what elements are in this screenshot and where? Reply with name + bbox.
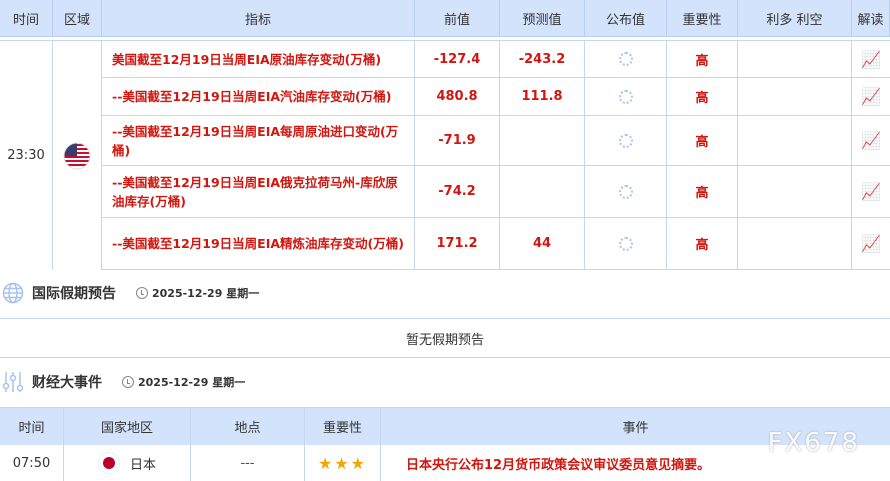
forecast-value [500,116,585,165]
chart-icon: 📈 [861,182,881,201]
forecast-value [500,166,585,217]
event-stars: ★ ★ ★ [305,445,381,481]
table-row[interactable]: --美国截至12月19日当周EIA精炼油库存变动(万桶) 171.2 44 高 … [102,218,890,270]
col-region: 区域 [53,0,102,36]
impact [738,218,852,269]
indicator-name[interactable]: --美国截至12月19日当周EIA俄克拉荷马州-库欣原油库存(万桶) [102,166,415,217]
forecast-value: 44 [500,218,585,269]
indicator-table-body: 23:30 美国截至12月19日当周EIA原油库存变动(万桶) -127.4 -… [0,40,890,270]
chart-icon: 📈 [861,87,881,106]
event-country-name: 日本 [129,457,156,473]
actual-value [585,218,667,269]
star-icon: ★ [350,453,368,473]
importance: 高 [667,218,738,269]
actual-value [585,116,667,165]
col-prev: 前值 [415,0,500,36]
col-importance: 重要性 [667,0,738,36]
table-row[interactable]: --美国截至12月19日当周EIA汽油库存变动(万桶) 480.8 111.8 … [102,78,890,116]
event-row: 07:50 日本 --- ★ ★ ★ 日本央行公布12月货币政策会议审议委员意见摘要… [0,445,890,481]
importance: 高 [667,166,738,217]
table-row[interactable]: --美国截至12月19日当周EIA每周原油进口变动(万桶) -71.9 高 📈 [102,116,890,166]
impact [738,78,852,115]
col-indicator: 指标 [102,0,415,36]
region-cell [53,41,102,270]
chart-icon: 📈 [861,234,881,253]
clock-icon [136,287,148,299]
watermark: FX678 [767,428,860,458]
col-forecast: 预测值 [500,0,585,36]
event-time: 07:50 [0,445,64,481]
holiday-date: 2025-12-29 星期一 [152,287,260,300]
analysis-button[interactable]: 📈 [852,78,890,115]
globe-icon [2,282,24,304]
col-analysis: 解读 [852,0,890,36]
loading-icon [618,184,633,199]
loading-icon [618,52,633,66]
indicator-name[interactable]: 美国截至12月19日当周EIA原油库存变动(万桶) [102,41,415,77]
forecast-value: -243.2 [500,41,585,77]
col-place: 地点 [191,408,305,445]
analysis-button[interactable]: 📈 [852,116,890,165]
indicator-name[interactable]: --美国截至12月19日当周EIA汽油库存变动(万桶) [102,78,415,115]
prev-value: 171.2 [415,218,500,269]
loading-icon [618,133,633,148]
event-country: 日本 [64,445,191,481]
impact [738,116,852,165]
events-table-header: 时间 国家地区 地点 重要性 事件 [0,407,890,445]
col-event: 事件 [622,421,649,436]
events-date: 2025-12-29 星期一 [138,376,246,389]
col-time: 时间 [0,408,64,445]
prev-value: -71.9 [415,116,500,165]
analysis-button[interactable]: 📈 [852,218,890,269]
indicator-name[interactable]: --美国截至12月19日当周EIA精炼油库存变动(万桶) [102,218,415,269]
japan-flag-icon [97,452,120,474]
holiday-title: 国际假期预告 [32,286,116,302]
us-flag-icon [63,142,91,169]
star-icon: ★ [317,453,335,473]
event-description: 日本央行公布12月货币政策会议审议委员意见摘要。 [406,457,711,473]
analysis-button[interactable]: 📈 [852,41,890,77]
holiday-empty-message: 暂无假期预告 [0,318,890,358]
sliders-icon [2,372,24,392]
importance: 高 [667,116,738,165]
events-title: 财经大事件 [32,375,102,391]
star-icon: ★ [334,453,351,473]
analysis-button[interactable]: 📈 [852,166,890,217]
prev-value: -127.4 [415,41,500,77]
forecast-value: 111.8 [500,78,585,115]
col-actual: 公布值 [585,0,667,36]
chart-icon: 📈 [861,49,881,69]
prev-value: 480.8 [415,78,500,115]
col-impact: 利多 利空 [738,0,852,36]
col-importance: 重要性 [305,408,381,445]
indicator-name[interactable]: --美国截至12月19日当周EIA每周原油进口变动(万桶) [102,116,415,165]
actual-value [585,41,667,77]
event-place: --- [191,445,305,481]
release-time: 23:30 [0,41,53,270]
events-section-header: 财经大事件 2025-12-29 星期一 [0,371,890,393]
loading-icon [618,236,633,251]
table-row[interactable]: --美国截至12月19日当周EIA俄克拉荷马州-库欣原油库存(万桶) -74.2… [102,166,890,218]
table-row[interactable]: 美国截至12月19日当周EIA原油库存变动(万桶) -127.4 -243.2 … [102,41,890,78]
col-country: 国家地区 [64,408,191,445]
loading-icon [618,89,633,104]
actual-value [585,78,667,115]
impact [738,41,852,77]
impact [738,166,852,217]
clock-icon [122,376,134,388]
col-time: 时间 [0,0,53,36]
table-header: 时间 区域 指标 前值 预测值 公布值 重要性 利多 利空 解读 [0,0,890,37]
chart-icon: 📈 [861,131,881,150]
importance: 高 [667,41,738,77]
holiday-section-header: 国际假期预告 2025-12-29 星期一 [0,282,890,304]
prev-value: -74.2 [415,166,500,217]
actual-value [585,166,667,217]
importance: 高 [667,78,738,115]
